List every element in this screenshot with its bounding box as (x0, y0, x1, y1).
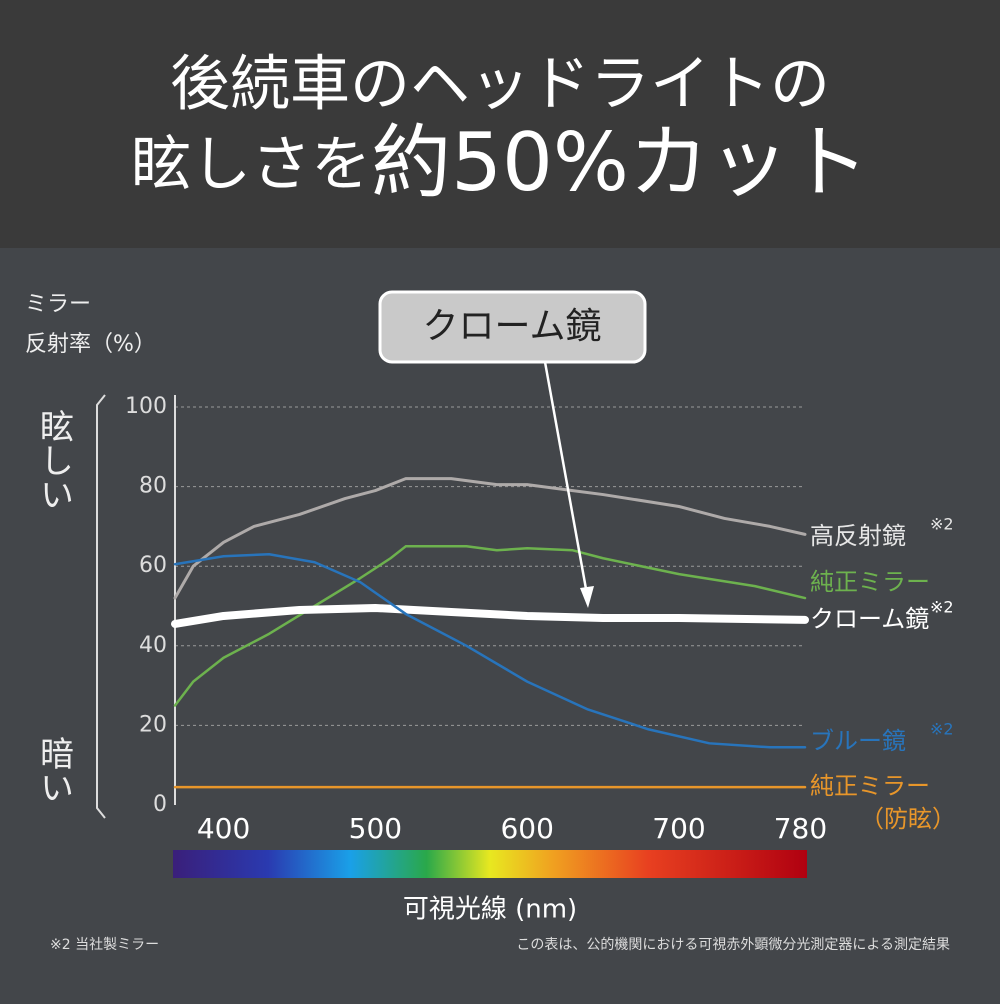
side-label-bottom: 暗い (34, 736, 74, 804)
legend-label: 純正ミラー (810, 772, 930, 800)
legend-note: ※2 (930, 598, 954, 617)
callout-arrow (543, 361, 590, 601)
legend-note: ※2 (930, 515, 954, 534)
title-part: 眩しさを (131, 130, 371, 200)
x-tick-label: 780 (774, 812, 827, 845)
y-tick-label: 100 (125, 394, 167, 419)
footnote: ※2 当社製ミラー (50, 937, 159, 953)
series-line (173, 553, 807, 749)
legend-label: クローム鏡 (810, 605, 929, 633)
y-tick-label: 80 (139, 474, 167, 499)
series-line (173, 477, 807, 600)
title-line2: 眩しさを約50%カット (131, 116, 869, 209)
series-line (171, 603, 809, 628)
x-tick-label: 700 (652, 812, 705, 845)
callout-group: クローム鏡 (378, 290, 647, 608)
legend-label: 純正ミラー (810, 568, 930, 596)
x-tick-label: 500 (349, 812, 402, 845)
x-tick-label: 600 (500, 812, 553, 845)
x-tick-label: 400 (197, 812, 250, 845)
footnote: この表は、公的機関における可視赤外顕微分光測定器による測定結果 (516, 937, 950, 953)
y-tick-label: 20 (139, 712, 167, 737)
title-line1: 後続車のヘッドライトの (170, 50, 830, 120)
callout-box (378, 290, 647, 364)
legend-label: 高反射鏡 (810, 522, 906, 550)
side-arrow (96, 394, 106, 819)
y-tick-label: 60 (139, 553, 167, 578)
y-label: 反射率（%） (25, 332, 156, 357)
legend-note: ※2 (930, 720, 954, 739)
y-label: ミラー (25, 292, 91, 317)
y-tick-label: 40 (139, 633, 167, 658)
y-tick-label: 0 (153, 792, 167, 817)
title-emphasis: 約50%カット (371, 116, 869, 209)
series-line (173, 545, 807, 707)
x-label: 可視光線 (nm) (403, 895, 577, 925)
header-band (0, 0, 1000, 248)
legend-label: ブルー鏡 (810, 727, 906, 755)
callout-arrowhead (580, 586, 594, 608)
spectrum-bar (173, 850, 807, 878)
side-label-top: 眩しい (34, 409, 74, 511)
legend-note: （防眩） (860, 805, 956, 833)
callout-text: クローム鏡 (423, 306, 602, 347)
